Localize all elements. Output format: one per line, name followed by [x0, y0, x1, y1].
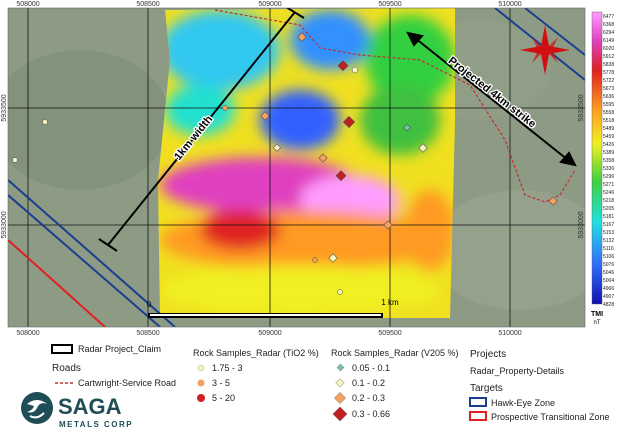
legend-tio2-item: 3 - 5 [212, 378, 230, 388]
colorbar-label: 5778 [603, 70, 614, 76]
colorbar-label: 5167 [603, 222, 614, 228]
legend-v2o5-item: 0.2 - 0.3 [352, 393, 385, 403]
colorbar-label: 5389 [603, 150, 614, 156]
grid-y-label: 5933000 [578, 211, 585, 238]
colorbar-label: 5518 [603, 118, 614, 124]
colorbar-label: 5489 [603, 126, 614, 132]
legend: Radar Project_Claim Roads Cartwright-Ser… [51, 344, 610, 422]
colorbar-label: 5636 [603, 94, 614, 100]
colorbar-label: 5153 [603, 230, 614, 236]
legend-v2o5-item: 0.05 - 0.1 [352, 363, 390, 373]
grid-x-label: 508000 [16, 330, 39, 337]
colorbar-label: 6368 [603, 22, 614, 28]
grid-labels: 508000 508000 508500 508500 509000 509000 5095… [1, 1, 585, 337]
colorbar-label: 6149 [603, 38, 614, 44]
colorbar-label: 5076 [603, 262, 614, 268]
legend-tio2-title: Rock Samples_Radar (TiO2 %) [193, 348, 319, 358]
colorbar-label: 5722 [603, 78, 614, 84]
grid-x-label: 509000 [258, 1, 281, 8]
legend-zone: Hawk-Eye Zone [491, 398, 555, 408]
colorbar-label: 6477 [603, 14, 614, 20]
colorbar-label: 5296 [603, 174, 614, 180]
colorbar-label: 5205 [603, 206, 614, 212]
grid-x-label: 508000 [16, 1, 39, 8]
colorbar-label: 5246 [603, 190, 614, 196]
legend-project: Radar_Property-Details [470, 366, 565, 376]
colorbar-label: 5358 [603, 158, 614, 164]
colorbar-label: 5271 [603, 182, 614, 188]
legend-v2o5-title: Rock Samples_Radar (V205 %) [331, 348, 459, 358]
annotation-lines [98, 8, 577, 252]
scale-end: 1 km [381, 298, 399, 307]
colorbar-label: 5218 [603, 198, 614, 204]
legend-tio2-item: 1.75 - 3 [212, 363, 243, 373]
grid-x-label: 509500 [378, 1, 401, 8]
colorbar-title: TMI [591, 311, 603, 318]
scale-bar: 0 1 km [147, 298, 399, 318]
legend-targets: Targets [470, 383, 503, 394]
colorbar-label: 5838 [603, 62, 614, 68]
colorbar-label: 5336 [603, 166, 614, 172]
colorbar-label: 5912 [603, 54, 614, 60]
colorbar-label: 5132 [603, 238, 614, 244]
colorbar-label: 6294 [603, 30, 614, 36]
colorbar-label: 5004 [603, 278, 614, 284]
colorbar-label: 5046 [603, 270, 614, 276]
colorbar-label: 6020 [603, 46, 614, 52]
grid-x-label: 509000 [258, 330, 281, 337]
colorbar-label: 5595 [603, 102, 614, 108]
legend-tio2-item: 5 - 20 [212, 393, 235, 403]
colorbar-label: 4966 [603, 286, 614, 292]
legend-roads: Roads [52, 363, 81, 374]
zones [8, 8, 585, 327]
grid-x-label: 510000 [498, 1, 521, 8]
legend-v2o5-item: 0.1 - 0.2 [352, 378, 385, 388]
legend-zone: Prospective Transitional Zone [491, 412, 610, 422]
legend-road: Cartwright-Service Road [78, 378, 176, 388]
logo-sub: METALS CORP [59, 420, 133, 429]
legend-v2o5-item: 0.3 - 0.66 [352, 409, 390, 419]
road [214, 9, 576, 203]
logo-name: SAGA [58, 394, 122, 419]
samples [12, 32, 558, 295]
legend-projects: Projects [470, 349, 506, 360]
grid-x-label: 508500 [136, 1, 159, 8]
grid-x-label: 510000 [498, 330, 521, 337]
logo: SAGA METALS CORP [21, 392, 133, 429]
grid-x-label: 509500 [378, 330, 401, 337]
star [520, 25, 570, 75]
grid-y-label: 5933000 [1, 211, 8, 238]
grid-y-label: 5933500 [1, 94, 8, 121]
grid-y-label: 5933500 [578, 94, 585, 121]
radar-tmi-grid [158, 8, 455, 318]
colorbar-unit: nT [593, 320, 600, 326]
colorbar: TMI nT 6477 6368 6294 6149 6020 5912 5838 5778 5… [588, 8, 622, 327]
colorbar-label: 5426 [603, 142, 614, 148]
grid-lines [8, 8, 585, 327]
colorbar-label: 5181 [603, 214, 614, 220]
scale-zero: 0 [147, 300, 152, 309]
grid-x-label: 508500 [136, 330, 159, 337]
colorbar-label: 5673 [603, 86, 614, 92]
map-area: Projected 4km strike 1km width 0 1 km [8, 8, 585, 327]
colorbar-label: 4828 [603, 302, 614, 308]
legend-claim: Radar Project_Claim [78, 344, 161, 354]
colorbar-label: 5459 [603, 134, 614, 140]
colorbar-label: 5558 [603, 110, 614, 116]
colorbar-label: 5116 [603, 246, 614, 252]
colorbar-label: 4907 [603, 294, 614, 300]
colorbar-label: 5106 [603, 254, 614, 260]
